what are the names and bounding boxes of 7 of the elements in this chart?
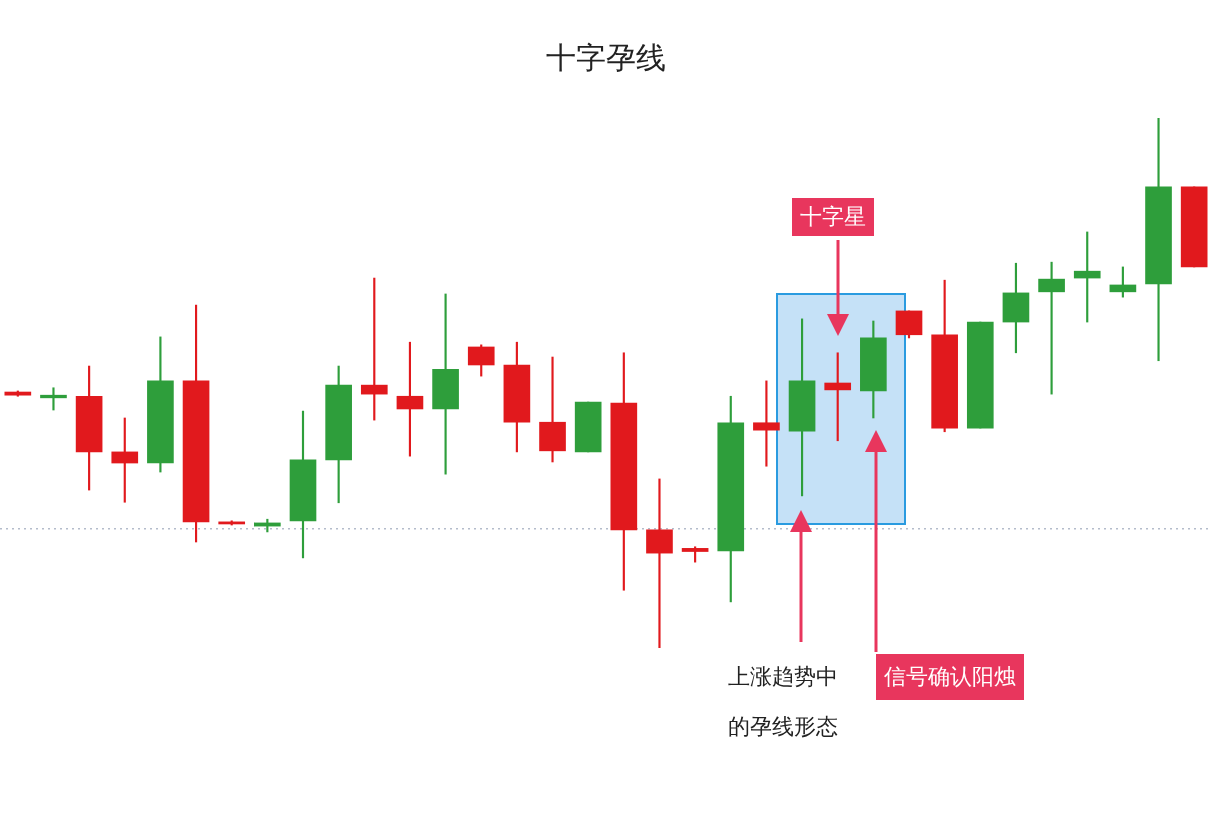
text: 信号确认阳烛 xyxy=(876,654,1024,700)
annotation: 十字星 xyxy=(792,198,874,236)
candlestick xyxy=(539,356,566,463)
chart-title: 十字孕线 xyxy=(545,39,667,77)
candlestick xyxy=(646,478,673,648)
text: 上涨趋势中的孕线形态 xyxy=(728,663,839,741)
candlestick xyxy=(40,387,67,411)
